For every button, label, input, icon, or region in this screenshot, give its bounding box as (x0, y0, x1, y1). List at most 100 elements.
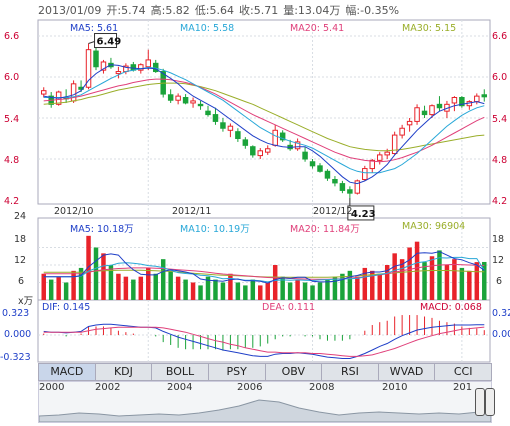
indicator-tab-bar: MACD KDJ BOLL PSY OBV RSI WVAD CCI (38, 363, 492, 381)
candle-up (369, 159, 376, 170)
price-ytick-left: 4.8 (4, 155, 20, 166)
price-candles (40, 43, 488, 198)
volume-bar-down (287, 282, 293, 300)
candle-up (227, 125, 234, 131)
history-timeline-navigator[interactable]: 2000 2002 2004 2006 2008 2010 201 (38, 381, 495, 423)
volume-bar-down (205, 276, 211, 300)
price-ma20-line (43, 78, 485, 163)
candle-up (70, 83, 77, 102)
candle-down (339, 183, 346, 191)
volume-bar-down (198, 285, 203, 300)
volume-bar-down (340, 273, 345, 300)
price-ytick-left: 6.0 (4, 72, 20, 83)
candle-up (451, 97, 458, 104)
candle-down (235, 131, 241, 140)
volume-bar-up (384, 265, 390, 300)
macd-ytick-right: 0.000 (492, 329, 510, 340)
quote-change: 幅:-0.35% (345, 4, 400, 17)
quote-summary: 2013/01/09 开:5.74 高:5.82 低:5.64 收:5.71 量:13.0… (38, 2, 404, 18)
volume-ma5-label: MA5: 10.18万 (70, 224, 134, 235)
candle-up (354, 180, 361, 194)
price-ma30-line (43, 82, 485, 152)
quote-open: 开:5.74 (106, 4, 146, 17)
candle-up (384, 151, 390, 156)
volume-bar-down (168, 270, 173, 300)
volume-ma5-line (43, 251, 485, 284)
candle-down (220, 122, 226, 129)
volume-bar-up (138, 276, 144, 300)
volume-bars (41, 235, 487, 300)
candle-up (272, 129, 278, 146)
volume-bar-up (295, 279, 300, 300)
volume-bar-up (399, 259, 405, 300)
volume-bar-down (183, 279, 188, 300)
candle-up (138, 64, 144, 71)
tab-boll[interactable]: BOLL (152, 364, 209, 380)
volume-bar-up (370, 270, 375, 300)
tab-macd[interactable]: MACD (39, 364, 96, 380)
candle-up (257, 150, 264, 157)
volume-bar-up (429, 256, 435, 300)
price-ytick-left: 6.6 (4, 31, 20, 42)
volume-bar-down (482, 261, 487, 300)
quote-date: 2013/01/09 (38, 4, 102, 17)
quote-volume: 量:13.04万 (283, 4, 341, 17)
candle-down (242, 139, 249, 146)
candle-up (115, 71, 122, 75)
min-price-box (347, 205, 375, 221)
volume-bar-down (317, 282, 323, 300)
volume-bar-up (452, 259, 457, 300)
volume-bar-up (377, 273, 382, 300)
candle-up (85, 49, 92, 88)
macd-dea-line (43, 326, 485, 357)
volume-bar-up (71, 270, 76, 300)
candle-down (324, 170, 331, 179)
candle-up (145, 59, 152, 68)
macd-ytick: 0.000 (4, 329, 32, 340)
candle-up (391, 134, 398, 155)
macd-ytick: 0.323 (2, 308, 30, 319)
macd-panel-frame (37, 299, 491, 363)
tab-psy[interactable]: PSY (209, 364, 266, 380)
candle-down (130, 64, 137, 71)
candle-up (406, 120, 413, 126)
volume-bar-up (146, 267, 151, 300)
volume-bar-down (302, 282, 308, 300)
timeline-year: 2006 (237, 382, 263, 393)
tab-obv[interactable]: OBV (266, 364, 323, 380)
tab-rsi[interactable]: RSI (322, 364, 379, 380)
candle-up (362, 168, 368, 180)
volume-bar-up (86, 235, 91, 300)
macd-lines (43, 323, 485, 359)
tab-cci[interactable]: CCI (453, 365, 473, 378)
volume-bar-up (190, 282, 196, 300)
candle-down (205, 110, 211, 116)
candle-down (459, 97, 465, 107)
volume-ma30-label: MA30: 96904 (402, 221, 466, 232)
price-ma10-label: MA10: 5.58 (180, 23, 235, 34)
volume-bar-down (213, 279, 218, 300)
price-ytick-right: 4.8 (492, 155, 508, 166)
timeline-year: 2000 (39, 382, 65, 393)
volume-bar-down (131, 279, 136, 300)
candle-down (250, 146, 256, 156)
timeline-sparkline (39, 399, 491, 422)
timeline-right-handle[interactable] (485, 388, 495, 416)
macd-ytick: -0.323 (0, 352, 31, 363)
price-ytick-left: 4.2 (4, 196, 20, 207)
tab-wvad[interactable]: WVAD (379, 364, 436, 380)
candle-down (93, 50, 99, 68)
tab-kdj[interactable]: KDJ (96, 364, 153, 380)
volume-bar-up (444, 265, 450, 300)
candle-down (309, 161, 316, 167)
volume-bar-down (63, 282, 69, 300)
volume-ma10-line (43, 256, 485, 283)
timeline-left-handle[interactable] (475, 388, 485, 416)
volume-bar-up (101, 253, 106, 300)
min-price-label: 4.23 (351, 209, 376, 220)
volume-bar-up (116, 273, 121, 300)
candle-down (317, 165, 323, 172)
candle-up (294, 141, 301, 150)
candle-up (175, 95, 181, 101)
